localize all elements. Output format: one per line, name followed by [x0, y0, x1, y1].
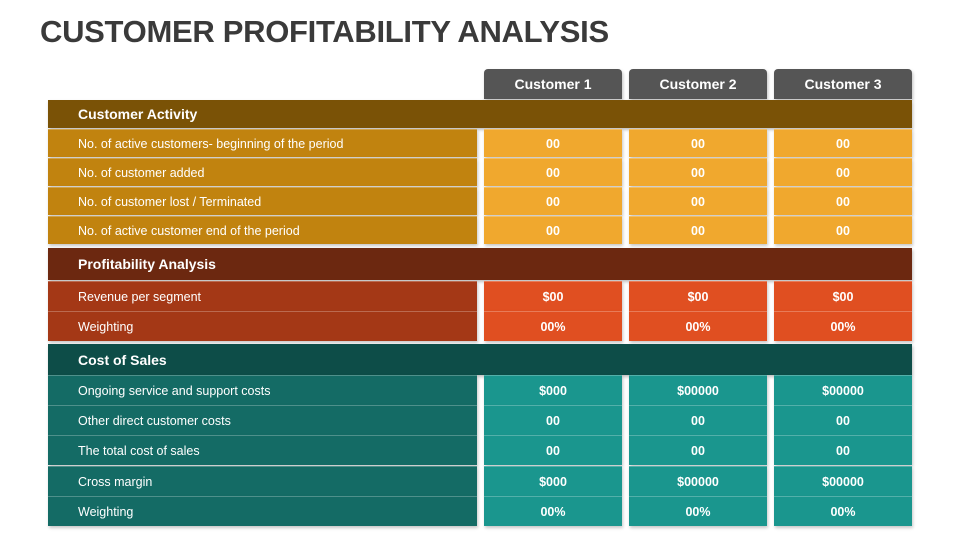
row-label: No. of customer added — [48, 158, 477, 186]
value-cell-customer-3: 00 — [774, 216, 912, 244]
value-cell-customer-1: $000 — [484, 466, 622, 496]
value-cell-customer-3: 00 — [774, 405, 912, 435]
value-cell-customer-2: 00 — [629, 187, 767, 215]
row-label: No. of customer lost / Terminated — [48, 187, 477, 215]
value-cell-customer-2: 00 — [629, 405, 767, 435]
value-cell-customer-1: 00 — [484, 405, 622, 435]
value-cell-customer-2: 00% — [629, 311, 767, 341]
value-cell-customer-1: 00 — [484, 435, 622, 465]
value-cell-customer-2: 00 — [629, 129, 767, 157]
value-cell-customer-1: 00% — [484, 496, 622, 526]
section-header-profitability-analysis: Profitability Analysis — [48, 248, 912, 280]
column-header-customer-2: Customer 2 — [629, 69, 767, 99]
value-cell-customer-1: 00% — [484, 311, 622, 341]
column-header-customer-1: Customer 1 — [484, 69, 622, 99]
row-label: Other direct customer costs — [48, 405, 477, 435]
section-header-cost-of-sales: Cost of Sales — [48, 344, 912, 375]
row-label: No. of active customer end of the period — [48, 216, 477, 244]
value-cell-customer-3: 00 — [774, 129, 912, 157]
value-cell-customer-1: 00 — [484, 158, 622, 186]
value-cell-customer-2: 00 — [629, 435, 767, 465]
section-header-customer-activity: Customer Activity — [48, 100, 912, 128]
row-label: Cross margin — [48, 466, 477, 496]
value-cell-customer-2: 00 — [629, 216, 767, 244]
value-cell-customer-3: $00000 — [774, 466, 912, 496]
value-cell-customer-3: $00000 — [774, 375, 912, 405]
value-cell-customer-3: 00 — [774, 435, 912, 465]
value-cell-customer-1: 00 — [484, 129, 622, 157]
column-header-customer-3: Customer 3 — [774, 69, 912, 99]
slide-title: CUSTOMER PROFITABILITY ANALYSIS — [40, 14, 609, 49]
value-cell-customer-2: 00 — [629, 158, 767, 186]
value-cell-customer-3: 00 — [774, 158, 912, 186]
row-label: Ongoing service and support costs — [48, 375, 477, 405]
row-label: Revenue per segment — [48, 281, 477, 311]
value-cell-customer-3: 00% — [774, 496, 912, 526]
row-label: The total cost of sales — [48, 435, 477, 465]
value-cell-customer-2: 00% — [629, 496, 767, 526]
row-label: Weighting — [48, 496, 477, 526]
row-label: No. of active customers- beginning of th… — [48, 129, 477, 157]
value-cell-customer-2: $00 — [629, 281, 767, 311]
value-cell-customer-3: $00 — [774, 281, 912, 311]
value-cell-customer-1: $000 — [484, 375, 622, 405]
value-cell-customer-1: $00 — [484, 281, 622, 311]
row-label: Weighting — [48, 311, 477, 341]
value-cell-customer-2: $00000 — [629, 466, 767, 496]
value-cell-customer-3: 00% — [774, 311, 912, 341]
value-cell-customer-3: 00 — [774, 187, 912, 215]
value-cell-customer-2: $00000 — [629, 375, 767, 405]
value-cell-customer-1: 00 — [484, 187, 622, 215]
value-cell-customer-1: 00 — [484, 216, 622, 244]
